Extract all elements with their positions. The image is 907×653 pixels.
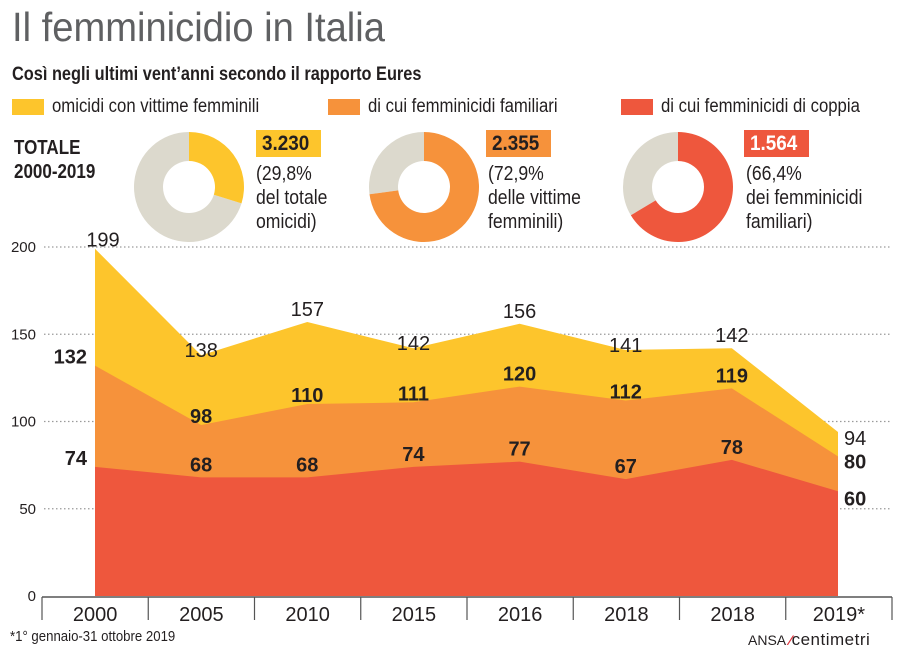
credit: ANSA ⁄centimetri	[748, 630, 870, 650]
data-label: 157	[291, 299, 324, 321]
legend-label: di cui femminicidi familiari	[368, 96, 558, 117]
data-label: 138	[184, 340, 217, 362]
data-label: 120	[503, 364, 536, 386]
data-label: 94	[844, 428, 866, 450]
data-label: 80	[844, 451, 866, 473]
source-label: ANSA	[748, 632, 786, 648]
data-label: 98	[190, 406, 212, 428]
x-tick-label: 2000	[73, 604, 118, 626]
donut-remainder-slice	[623, 132, 678, 216]
legend-label: omicidi con vittime femminili	[52, 96, 260, 117]
data-label: 60	[844, 488, 866, 510]
donut-note: (29,8% del totale omicidi)	[256, 163, 328, 233]
total-badge-coppia: 1.564	[744, 130, 809, 157]
legend-item-familiari: di cui femminicidi familiari	[328, 96, 583, 118]
donut-share-slice	[189, 132, 244, 204]
total-value: 1.564	[750, 132, 798, 155]
legend-swatch	[12, 99, 44, 115]
x-tick-label: 2010	[285, 604, 330, 626]
data-label: 142	[397, 333, 430, 355]
legend-swatch	[328, 99, 360, 115]
totals-label-line1: TOTALE	[14, 137, 81, 159]
data-label: 78	[721, 437, 743, 459]
total-badge-femminili: 3.230	[256, 130, 321, 157]
totals-label: TOTALE 2000-2019	[14, 136, 95, 184]
data-label: 141	[609, 335, 642, 357]
data-label: 156	[503, 301, 536, 323]
donut-familiari	[369, 132, 479, 242]
x-tick-label: 2018	[710, 604, 755, 626]
page-title: Il femminicidio in Italia	[12, 4, 385, 50]
legend-swatch	[621, 99, 653, 115]
legend-label: di cui femminicidi di coppia	[661, 96, 860, 117]
donut-coppia	[623, 132, 733, 242]
data-label: 199	[86, 230, 119, 252]
footnote: *1° gennaio-31 ottobre 2019	[10, 628, 176, 645]
y-tick-label: 150	[11, 326, 36, 343]
y-tick-label: 200	[11, 239, 36, 256]
x-tick-label: 2019*	[813, 604, 865, 626]
subtitle: Così negli ultimi vent’anni secondo il r…	[12, 64, 422, 85]
data-label: 68	[296, 454, 318, 476]
x-tick-label: 2016	[498, 604, 543, 626]
donut-note: (66,4% dei femminicidi familiari)	[746, 163, 863, 233]
total-value: 3.230	[262, 132, 310, 155]
data-labels: 199 138 157 142 156 141 142 94 132 98 110 111 120 112…	[54, 230, 867, 511]
data-label: 132	[54, 347, 87, 369]
y-tick-label: 100	[11, 414, 36, 431]
total-value: 2.355	[492, 132, 540, 155]
brand-label: centimetri	[791, 630, 871, 649]
data-label: 142	[715, 325, 748, 347]
x-axis: 2000 2005 2010 2015 2016 2018 2018 2019*	[41, 596, 893, 626]
total-badge-familiari: 2.355	[486, 130, 551, 157]
donut-share-slice	[369, 132, 479, 242]
data-label: 119	[716, 365, 748, 387]
data-label: 74	[402, 444, 425, 466]
donut-note: (72,9% delle vittime femminili)	[488, 163, 581, 233]
data-label: 77	[508, 439, 530, 461]
y-tick-label: 0	[28, 588, 36, 605]
donut-remainder-slice	[134, 132, 242, 242]
data-label: 68	[190, 454, 212, 476]
area-coppia	[95, 459, 838, 596]
data-label: 67	[615, 456, 637, 478]
donut-femminili	[134, 132, 244, 242]
legend-item-coppia: di cui femminicidi di coppia	[621, 96, 887, 118]
areas	[95, 248, 838, 596]
data-label: 111	[398, 383, 429, 405]
y-tick-label: 50	[19, 501, 36, 518]
x-tick-label: 2015	[392, 604, 437, 626]
legend: omicidi con vittime femminili di cui fem…	[0, 96, 907, 122]
legend-item-femminili: omicidi con vittime femminili	[12, 96, 287, 118]
donut-remainder-slice	[369, 132, 424, 195]
data-label: 74	[65, 448, 88, 470]
totals-label-line2: 2000-2019	[14, 161, 96, 183]
donut-share-slice	[630, 132, 733, 242]
data-label: 112	[610, 382, 642, 404]
data-label: 110	[291, 385, 323, 407]
x-tick-label: 2018	[604, 604, 649, 626]
centimetri-logo-icon: ⁄	[789, 632, 792, 648]
x-tick-label: 2005	[179, 604, 224, 626]
